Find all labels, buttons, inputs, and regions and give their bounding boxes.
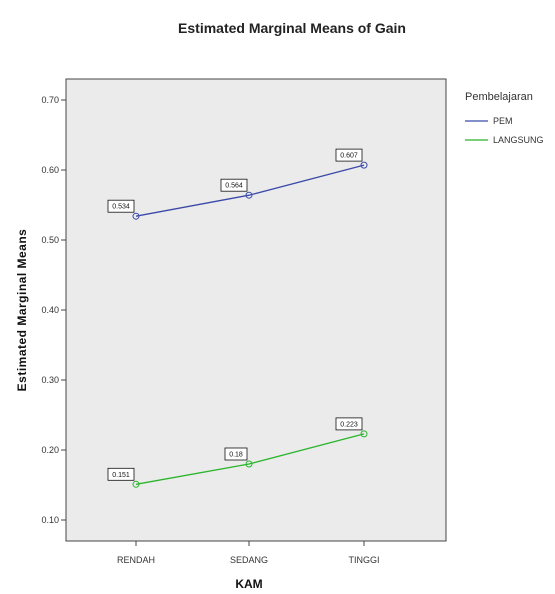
data-label-box — [335, 417, 363, 431]
data-label-box — [335, 148, 363, 162]
data-point-langsung — [360, 430, 368, 438]
plot-area — [65, 78, 447, 542]
data-point-langsung — [245, 460, 253, 468]
y-tick-label: 0.50 — [41, 235, 59, 245]
legend-label-langsung: LANGSUNG — [493, 135, 544, 145]
y-tick-label: 0.40 — [41, 305, 59, 315]
y-tick-label: 0.60 — [41, 165, 59, 175]
x-tick-label: TINGGI — [349, 555, 380, 565]
data-label: 0.607 — [340, 153, 358, 160]
y-tick-label: 0.30 — [41, 375, 59, 385]
data-label: 0.564 — [225, 183, 243, 190]
x-axis-title: KAM — [235, 577, 262, 591]
y-tick-label: 0.70 — [41, 95, 59, 105]
data-point-pem — [245, 191, 253, 199]
legend-label-pem: PEM — [493, 116, 513, 126]
data-label-box — [224, 447, 248, 461]
data-point-pem — [360, 161, 368, 169]
x-axis: RENDAH SEDANG TINGGI — [117, 541, 380, 565]
data-point-pem — [132, 212, 140, 220]
series-line-pem — [135, 164, 365, 217]
y-axis-title: Estimated Marginal Means — [15, 229, 29, 392]
x-tick-label: RENDAH — [117, 555, 155, 565]
chart-title: Estimated Marginal Means of Gain — [178, 20, 406, 36]
legend: Pembelajaran PEM LANGSUNG — [465, 91, 544, 145]
y-tick-label: 0.20 — [41, 445, 59, 455]
y-tick-label: 0.10 — [41, 515, 59, 525]
x-tick-label: SEDANG — [230, 555, 268, 565]
y-axis: 0.10 0.20 0.30 0.40 0.50 0.60 0.70 — [41, 95, 66, 525]
data-label: 0.223 — [340, 421, 358, 428]
legend-title: Pembelajaran — [465, 91, 533, 103]
data-point-langsung — [132, 480, 140, 488]
data-label-box — [107, 467, 135, 481]
data-label: 0.151 — [112, 472, 130, 479]
data-label: 0.18 — [229, 452, 243, 459]
data-label-box — [107, 199, 135, 213]
series-line-langsung — [135, 433, 365, 485]
data-label: 0.534 — [112, 204, 130, 211]
series-layer: 0.534 0.564 0.607 0.151 0.18 0.223 — [107, 148, 368, 488]
data-label-box — [220, 178, 248, 192]
